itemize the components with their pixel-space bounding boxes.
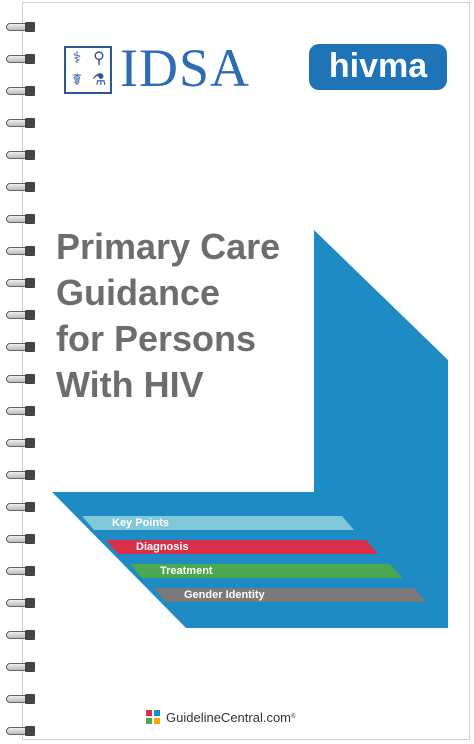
caduceus-icon: ☤ [71, 72, 83, 89]
hivma-logo: hivma [309, 44, 447, 90]
tab-key-points [82, 516, 354, 530]
spiral-ring [6, 564, 36, 578]
spiral-ring [6, 244, 36, 258]
spiral-ring [6, 276, 36, 290]
spiral-ring [6, 308, 36, 322]
title-line: for Persons [56, 318, 257, 359]
spiral-binding [0, 0, 40, 744]
spiral-ring [6, 212, 36, 226]
tab-diagnosis [106, 540, 378, 554]
tab-label-gender-identity: Gender Identity [184, 589, 265, 601]
guidelinecentral-logo-icon [146, 710, 160, 724]
microscope-icon: ⚕ [72, 50, 82, 67]
spiral-ring [6, 692, 36, 706]
spiral-ring [6, 532, 36, 546]
footer-brand-text: GuidelineCentral.com [166, 709, 292, 725]
tab-gender-identity [154, 588, 426, 602]
spiral-ring [6, 180, 36, 194]
spiral-ring [6, 500, 36, 514]
idsa-logo: ⚕ ⚲ ☤ ⚗ IDSA [64, 38, 254, 98]
spiral-ring [6, 340, 36, 354]
spiral-ring [6, 404, 36, 418]
spiral-ring [6, 724, 36, 738]
spiral-ring [6, 84, 36, 98]
spiral-ring [6, 372, 36, 386]
cover-title: Primary Care Guidance for Persons With H… [56, 224, 326, 408]
spiral-ring [6, 52, 36, 66]
tab-treatment [130, 564, 402, 578]
idsa-wordmark: IDSA [120, 38, 251, 98]
tab-label-diagnosis: Diagnosis [136, 541, 189, 553]
title-line: Guidance [56, 272, 221, 313]
lab-flask-icon: ⚗ [91, 72, 107, 89]
spiral-ring [6, 628, 36, 642]
spiral-ring [6, 20, 36, 34]
footer-brand: GuidelineCentral.com ® [146, 706, 295, 728]
spiral-ring [6, 436, 36, 450]
spiral-ring [6, 116, 36, 130]
title-line: With HIV [56, 364, 204, 405]
trademark-symbol: ® [291, 714, 296, 720]
spiral-ring [6, 596, 36, 610]
spiral-ring [6, 148, 36, 162]
stethoscope-icon: ⚲ [93, 50, 105, 67]
idsa-emblem: ⚕ ⚲ ☤ ⚗ [64, 46, 112, 94]
tab-label-treatment: Treatment [160, 565, 213, 577]
spiral-ring [6, 660, 36, 674]
title-line: Primary Care [56, 226, 281, 267]
tab-label-key-points: Key Points [112, 517, 169, 529]
spiral-ring [6, 468, 36, 482]
